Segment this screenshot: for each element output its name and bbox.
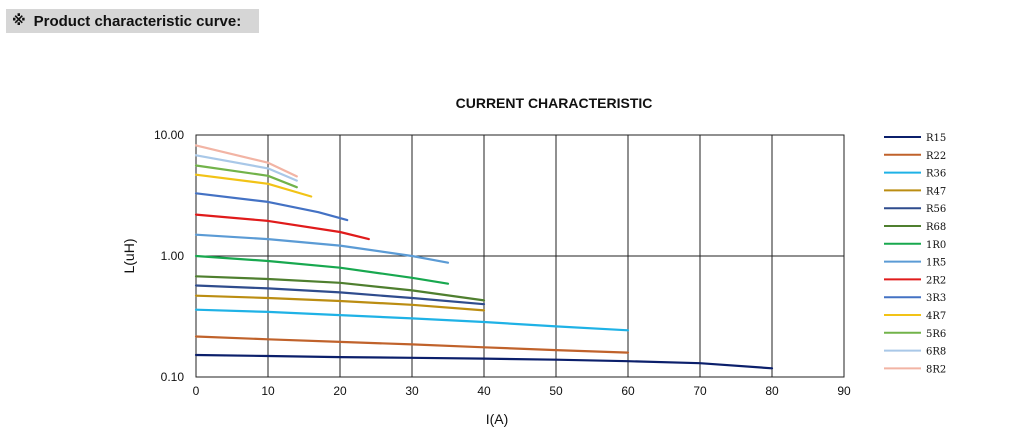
legend-label: R22 [926,151,946,162]
series-line-r47 [194,294,486,312]
x-tick-label: 50 [549,384,563,398]
x-tick-label: 20 [333,384,347,398]
y-tick-label: 10.00 [154,128,184,142]
section-header: ※ Product characteristic curve: [6,9,259,33]
legend-label: 1R0 [926,240,946,251]
x-tick-label: 70 [693,384,707,398]
series-line-3r3 [194,192,349,222]
legend-label: R56 [926,204,946,215]
series-line-8r2 [194,144,298,178]
series-line-2r2 [194,213,370,241]
legend-label: R68 [926,222,946,233]
legend-label: R47 [926,186,946,197]
series-line-r15 [194,353,774,370]
chart-title: CURRENT CHARACTERISTIC [456,95,653,111]
legend-label: 6R8 [926,347,946,358]
legend-label: 8R2 [926,364,946,375]
x-axis-label: I(A) [486,411,509,427]
x-tick-label: 60 [621,384,635,398]
legend-label: 3R3 [926,293,946,304]
x-tick-label: 40 [477,384,491,398]
x-tick-label: 90 [837,384,851,398]
x-tick-label: 10 [261,384,275,398]
legend-label: R15 [926,133,946,144]
section-title: Product characteristic curve: [33,12,242,30]
series-line-r56 [194,284,486,306]
y-tick-label: 0.10 [161,370,185,384]
legend-label: 1R5 [926,258,946,269]
legend-label: R36 [926,169,946,180]
series-line-4r7 [194,173,313,198]
legend-label: 2R2 [926,275,946,286]
series-line-r68 [194,275,486,302]
x-tick-label: 80 [765,384,779,398]
y-axis-label: L(uH) [121,238,137,273]
series-line-r22 [194,335,630,354]
series-line-r36 [194,308,630,332]
x-tick-label: 30 [405,384,419,398]
series-line-1r5 [194,233,450,264]
series-line-1r0 [194,254,450,285]
x-tick-label: 0 [193,384,200,398]
legend-label: 5R6 [926,329,946,340]
series-line-5r6 [194,164,298,189]
reference-mark-icon: ※ [12,13,26,29]
series-line-6r8 [194,154,298,182]
y-tick-label: 1.00 [161,249,185,263]
legend-label: 4R7 [926,311,946,322]
